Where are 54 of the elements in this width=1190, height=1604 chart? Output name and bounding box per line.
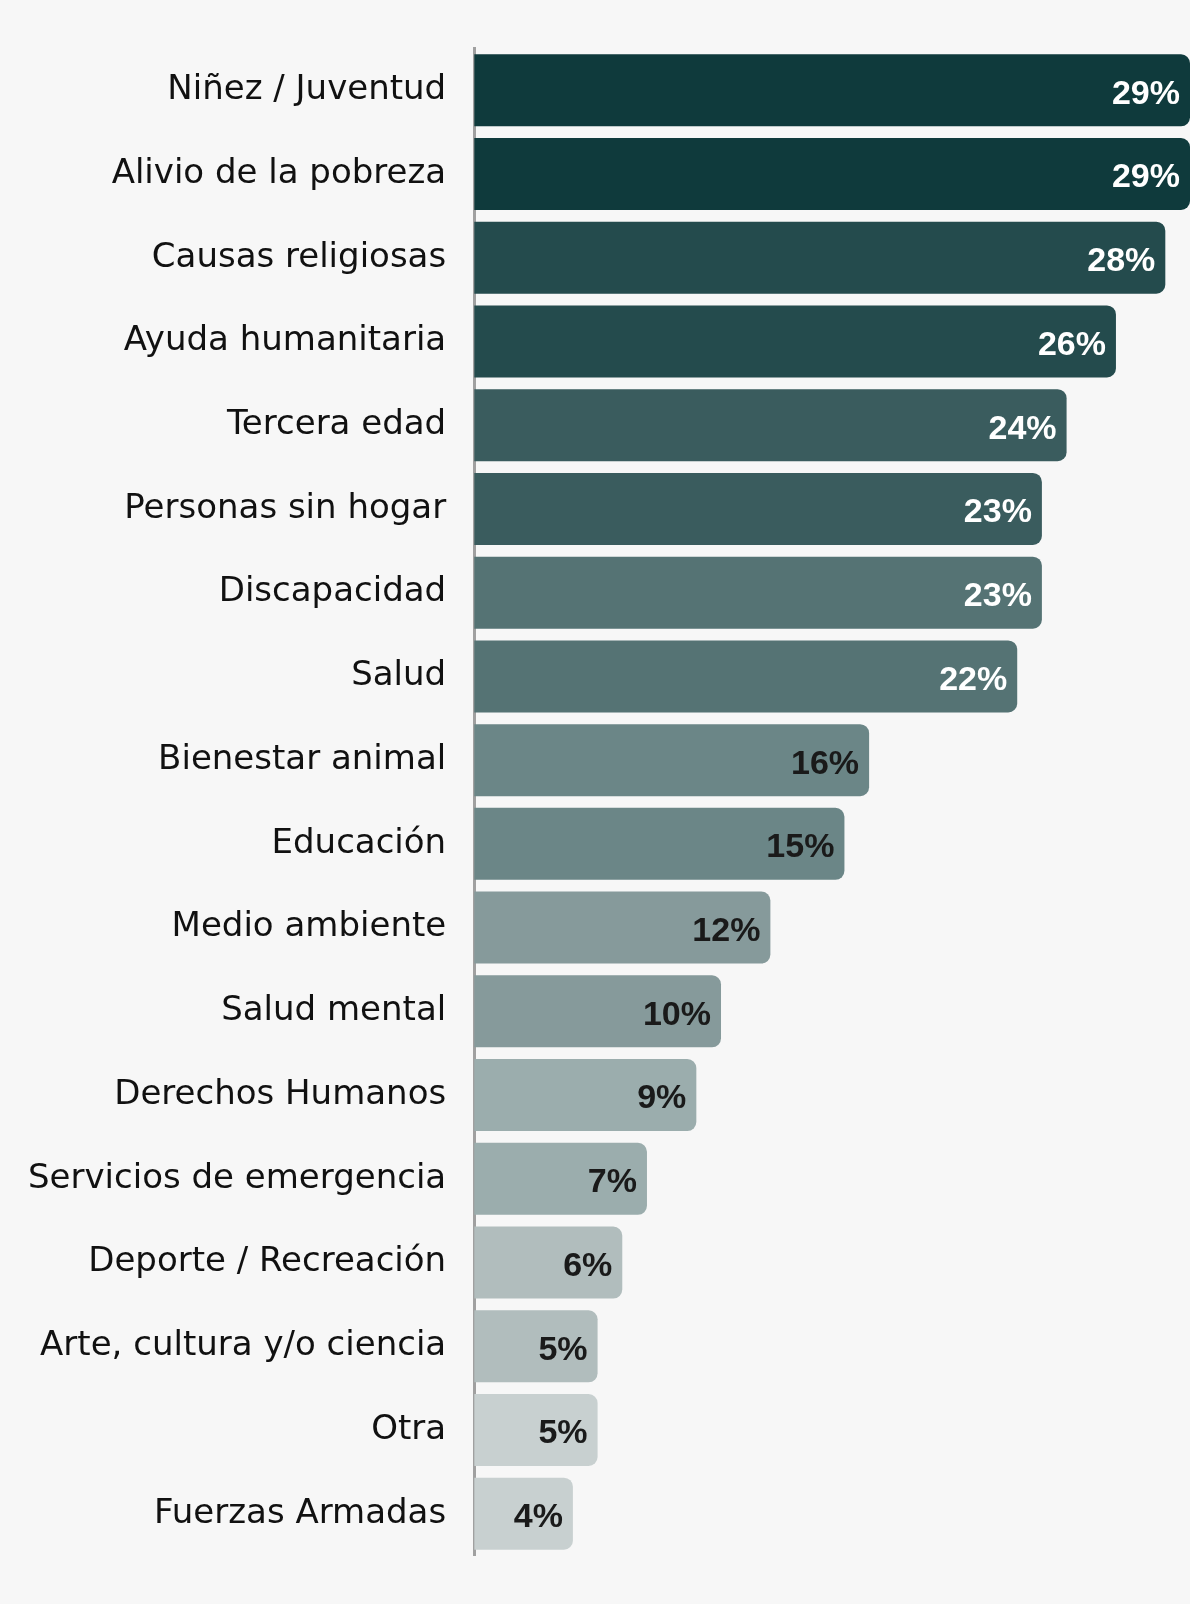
bar xyxy=(474,138,1190,211)
y-tick-label: Deporte / Recreación xyxy=(88,1239,447,1280)
y-tick-label: Tercera edad xyxy=(225,402,447,443)
bar xyxy=(474,1142,647,1215)
data-label: 7% xyxy=(587,1161,637,1200)
y-tick-label: Salud xyxy=(351,653,447,694)
bar xyxy=(474,640,1018,713)
data-label: 5% xyxy=(538,1328,588,1367)
bar xyxy=(474,556,1042,629)
bar xyxy=(474,472,1042,545)
data-label: 23% xyxy=(963,491,1032,530)
data-label: 6% xyxy=(563,1244,613,1283)
bar xyxy=(474,1310,598,1383)
data-label: 12% xyxy=(692,909,761,948)
bar xyxy=(474,1477,573,1550)
y-tick-label: Educación xyxy=(271,820,447,861)
y-tick-label: Arte, cultura y/o ciencia xyxy=(40,1323,447,1364)
data-label: 23% xyxy=(963,575,1032,614)
data-label: 4% xyxy=(513,1496,563,1535)
bar xyxy=(474,1394,598,1467)
data-label: 28% xyxy=(1087,240,1156,279)
bar xyxy=(474,1226,623,1299)
y-tick-label: Alivio de la pobreza xyxy=(111,150,447,191)
data-label: 5% xyxy=(538,1412,588,1451)
data-label: 9% xyxy=(637,1077,687,1116)
y-tick-label: Otra xyxy=(371,1406,447,1447)
y-tick-label: Causas religiosas xyxy=(151,234,447,275)
data-label: 24% xyxy=(988,407,1057,446)
bar xyxy=(474,221,1166,294)
y-tick-label: Salud mental xyxy=(221,988,447,1029)
bar xyxy=(474,975,722,1048)
bar xyxy=(474,891,771,964)
y-tick-label: Discapacidad xyxy=(218,569,447,610)
bar xyxy=(474,54,1190,127)
data-label: 16% xyxy=(791,742,860,781)
data-label: 10% xyxy=(642,993,712,1032)
y-tick-label: Fuerzas Armadas xyxy=(154,1490,447,1531)
y-tick-label: Personas sin hogar xyxy=(124,485,447,526)
data-label: 26% xyxy=(1037,323,1106,362)
bar xyxy=(474,305,1116,378)
data-label: 22% xyxy=(939,658,1008,697)
y-tick-label: Derechos Humanos xyxy=(114,1071,447,1112)
y-tick-label: Bienestar animal xyxy=(158,736,447,777)
data-label: 15% xyxy=(766,826,835,865)
bar xyxy=(474,389,1067,462)
bar xyxy=(474,807,845,880)
y-tick-label: Niñez / Juventud xyxy=(167,67,447,108)
y-tick-label: Ayuda humanitaria xyxy=(123,318,447,359)
bar xyxy=(474,1059,697,1132)
y-tick-label: Servicios de emergencia xyxy=(27,1155,447,1196)
bar xyxy=(474,724,870,797)
data-label: 29% xyxy=(1111,72,1180,111)
data-label: 29% xyxy=(1111,156,1180,195)
y-tick-label: Medio ambiente xyxy=(171,904,447,945)
